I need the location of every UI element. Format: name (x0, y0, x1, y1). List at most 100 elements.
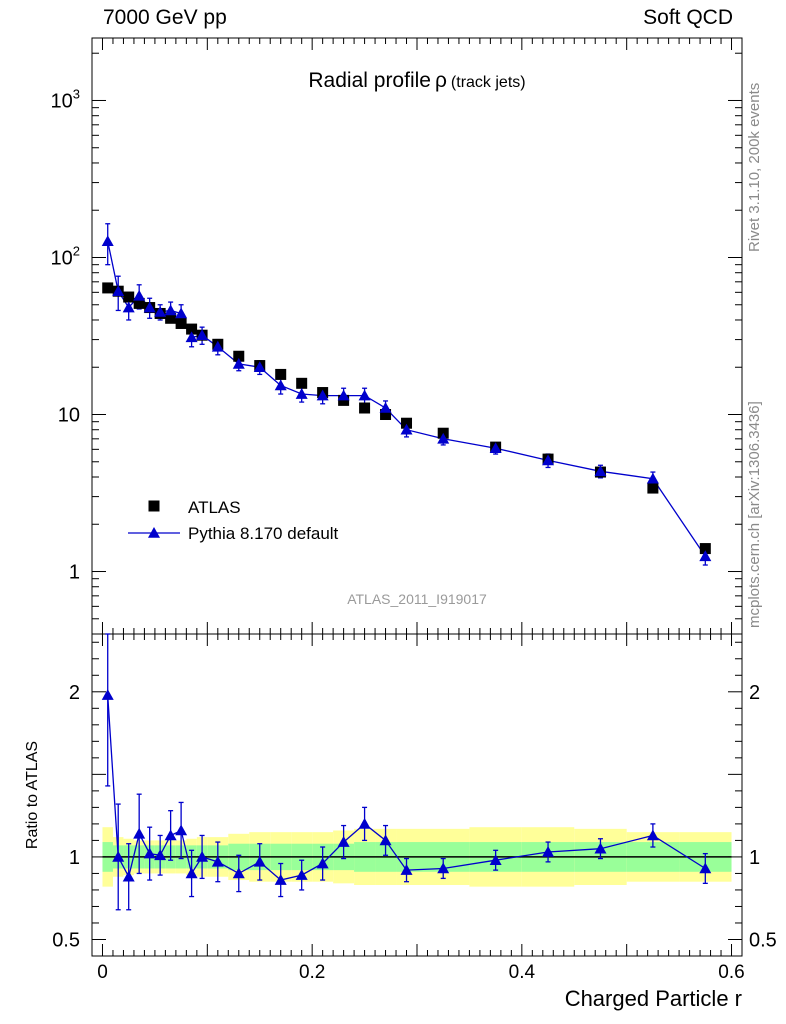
atlas-point (186, 323, 198, 335)
ratio-point (646, 829, 659, 841)
atlas-point (296, 377, 308, 389)
ratio-point (437, 862, 450, 874)
y-tick-label: 103 (51, 86, 80, 112)
pythia-point (337, 389, 350, 401)
pythia-point (542, 454, 555, 466)
pythia-point (316, 389, 329, 401)
chart-title: Radial profile ρ (track jets) (308, 69, 525, 92)
ratio-point (295, 869, 308, 880)
y-tick-base: 10 (51, 247, 73, 269)
x-axis-label: Charged Particle r (565, 986, 742, 1011)
ratio-panel: 0 0.2 0.4 0.6 2 2 1 1 0.5 0.5 Charged Particle r Ra… (24, 633, 777, 1011)
ratio-point (379, 834, 392, 846)
pythia-point (122, 301, 135, 313)
pythia-point (133, 289, 146, 301)
x-tick-label: 0.4 (509, 962, 536, 983)
pythia-point (253, 361, 266, 373)
y-tick-base: 10 (51, 90, 73, 112)
y-tick-label-left: 1 (69, 847, 80, 869)
y-tick-exponent: 3 (73, 86, 80, 101)
y-axis-label: Ratio to ATLAS (24, 741, 41, 849)
y-tick-label: 10 (58, 405, 80, 427)
ratio-point (133, 827, 146, 839)
pythia-point (489, 442, 502, 454)
pythia-point (211, 340, 224, 352)
chart-title-symbol: ρ (435, 69, 447, 92)
legend-atlas-marker (148, 500, 160, 512)
pythia-point (164, 304, 177, 316)
atlas-point (647, 482, 659, 494)
pythia-point (594, 465, 607, 477)
ratio-point (101, 689, 114, 700)
ratio-point (232, 867, 245, 879)
atlas-point (275, 368, 287, 380)
ratio-point (175, 824, 188, 836)
pythia-point (112, 285, 125, 296)
ratio-point (253, 855, 266, 867)
atlas-point (401, 417, 413, 429)
chart-title-main: Radial profile (308, 69, 431, 92)
ratio-point (274, 874, 287, 885)
atlas-point (233, 350, 245, 362)
atlas-point (102, 282, 114, 294)
ratio-point (542, 845, 555, 857)
ratio-point (112, 850, 125, 862)
pythia-point (185, 331, 198, 343)
pythia-point (232, 357, 245, 369)
y-tick-label-left: 2 (69, 682, 80, 704)
pythia-point (154, 305, 167, 317)
analysis-watermark: ATLAS_2011_I919017 (347, 591, 487, 607)
y-tick-label-left: 0.5 (52, 929, 80, 951)
pythia-point (699, 550, 712, 562)
pythia-point (175, 307, 188, 319)
atlas-point (338, 394, 350, 406)
chart-title-suffix: (track jets) (451, 74, 526, 91)
legend-pythia-label: Pythia 8.170 default (188, 524, 339, 543)
ratio-point (489, 854, 502, 866)
atlas-point (380, 409, 392, 421)
x-tick-label: 0.6 (718, 962, 744, 983)
ratio-point (594, 842, 607, 854)
pythia-point (400, 423, 413, 435)
legend-pythia-marker (148, 527, 160, 538)
ratio-point (211, 855, 224, 867)
pythia-point (437, 432, 450, 444)
ratio-point (143, 847, 156, 859)
ratio-point (337, 836, 350, 847)
atlas-point (165, 312, 177, 324)
pythia-point (143, 301, 156, 313)
pythia-point (646, 472, 659, 484)
pythia-point (358, 389, 371, 401)
atlas-point (123, 291, 135, 303)
atlas-point (133, 297, 145, 309)
ratio-point (164, 829, 177, 841)
header-left-label: 7000 GeV pp (103, 6, 227, 29)
lower-frame (91, 633, 743, 957)
ratio-point (400, 864, 413, 875)
y-tick-exponent: 2 (73, 243, 80, 258)
ratio-point (196, 850, 209, 862)
pythia-point (295, 388, 308, 399)
pythia-point (101, 235, 114, 246)
y-tick-label: 1 (69, 562, 80, 584)
y-tick-label-right: 1 (749, 847, 760, 869)
ratio-point (154, 849, 167, 861)
y-tick-label-right: 0.5 (749, 929, 777, 951)
x-tick-label: 0.2 (299, 962, 325, 983)
header-right-label: Soft QCD (643, 6, 733, 29)
atlas-point (699, 543, 711, 555)
ratio-point (358, 817, 371, 829)
atlas-point (175, 317, 187, 329)
x-tick-label: 0 (97, 962, 108, 983)
ratio-point (122, 870, 135, 882)
atlas-point (359, 402, 371, 414)
ratio-point (699, 862, 712, 874)
ratio-point (316, 857, 329, 869)
pythia-point (274, 379, 287, 391)
legend-atlas-label: ATLAS (188, 498, 241, 517)
y-tick-label-right: 2 (749, 682, 760, 704)
pythia-point (196, 329, 209, 340)
y-tick-label: 102 (51, 243, 80, 269)
